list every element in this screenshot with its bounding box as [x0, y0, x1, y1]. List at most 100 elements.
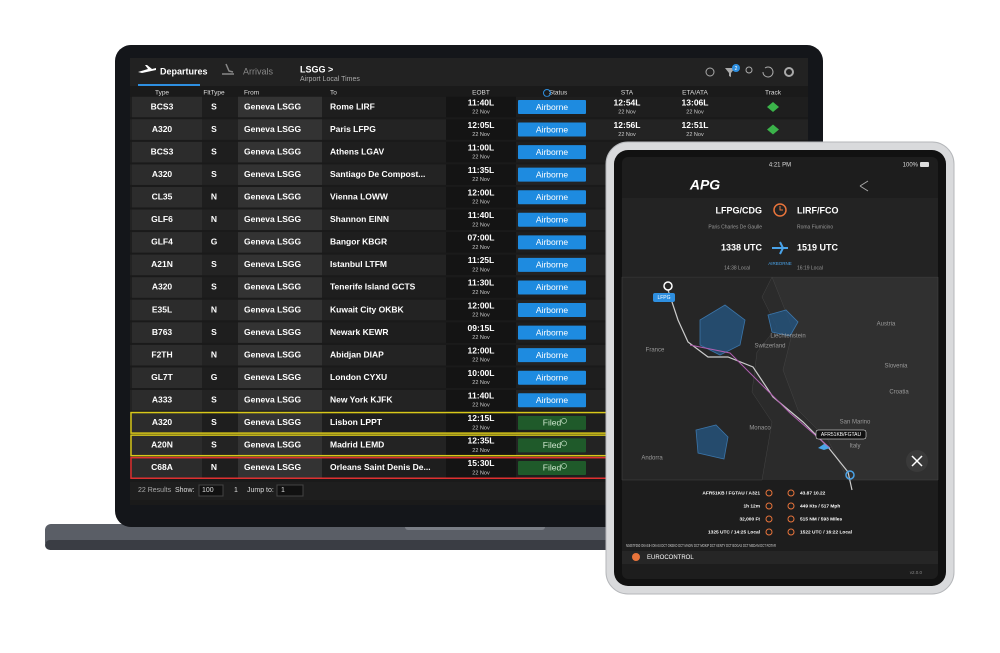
- status: Airborne: [536, 350, 568, 360]
- breadcrumb[interactable]: LSGG >: [300, 64, 333, 74]
- from: Geneva LSGG: [244, 101, 302, 111]
- status-badge[interactable]: [518, 438, 586, 453]
- route-string: N0457F350 OKASIH OKASI DCT OKEKO DCT MAD…: [626, 543, 776, 548]
- show-select[interactable]: [198, 484, 224, 497]
- search-icon[interactable]: [705, 67, 715, 77]
- settings-icon[interactable]: [784, 67, 794, 77]
- map-land-east: [771, 276, 939, 481]
- eobt-cell: [446, 186, 516, 208]
- status-badge[interactable]: [518, 167, 586, 182]
- status-badge[interactable]: [518, 370, 586, 385]
- column-label[interactable]: STA: [621, 90, 634, 97]
- eobt-date: 22 Nov: [472, 267, 490, 273]
- aircraft-type: CL35: [152, 191, 173, 201]
- type-cell: [132, 344, 202, 366]
- status-badge[interactable]: [518, 393, 586, 408]
- type-cell: [132, 254, 202, 276]
- to: Istanbul LTFM: [330, 259, 387, 269]
- active-tab-indicator: [138, 84, 200, 86]
- status-badge[interactable]: [518, 190, 586, 205]
- eobt-date: 22 Nov: [472, 312, 490, 318]
- aircraft-type: BCS3: [151, 101, 174, 111]
- from: Geneva LSGG: [244, 282, 302, 292]
- info-right: 43.87 10.22: [800, 490, 826, 496]
- info-icon: [765, 515, 773, 523]
- from-cell: [238, 254, 322, 276]
- arrival-local: 16:19 Local: [797, 265, 823, 271]
- flight-type: S: [211, 146, 217, 156]
- column-label[interactable]: To: [330, 90, 337, 97]
- logo: APG: [689, 177, 720, 193]
- to: Shannon EINN: [330, 214, 389, 224]
- status-badge[interactable]: [518, 145, 586, 160]
- page-number[interactable]: 1: [234, 487, 238, 494]
- eobt-date: 22 Nov: [472, 177, 490, 183]
- aircraft-type: GLF6: [151, 214, 173, 224]
- type-cell: [132, 164, 202, 185]
- status-badge[interactable]: [518, 348, 586, 363]
- status-badge[interactable]: [518, 415, 586, 430]
- status: Airborne: [536, 192, 568, 202]
- origin-tag: [653, 293, 675, 302]
- info-icon: [765, 528, 773, 536]
- status-badge[interactable]: [518, 122, 586, 137]
- from: Geneva LSGG: [244, 304, 302, 314]
- flight-type: N: [211, 349, 217, 359]
- type-cell: [132, 367, 202, 388]
- tab-departures[interactable]: Departures: [160, 66, 208, 76]
- column-label[interactable]: Status: [549, 90, 568, 97]
- eobt-date: 22 Nov: [472, 245, 490, 251]
- column-label[interactable]: EOBT: [472, 90, 490, 97]
- status-time: 4:21 PM: [769, 163, 791, 169]
- user-icon[interactable]: [745, 66, 753, 74]
- column-label[interactable]: Track: [765, 90, 782, 97]
- flight-tag-text: AFR51KB/FGTAU: [821, 432, 862, 438]
- eta: 12:51L: [682, 120, 709, 130]
- map-label: Italy: [849, 444, 860, 450]
- status-badge[interactable]: [518, 212, 586, 227]
- eobt-cell: [446, 367, 516, 388]
- type-cell: [132, 390, 202, 411]
- flight-type: S: [211, 101, 217, 111]
- tab-arrivals[interactable]: Arrivals: [243, 66, 274, 76]
- column-label[interactable]: ETA/ATA: [682, 90, 708, 97]
- status-badge[interactable]: [518, 257, 586, 272]
- close-icon[interactable]: [911, 455, 923, 467]
- status-badge[interactable]: [518, 100, 586, 114]
- jump-value[interactable]: 1: [281, 487, 285, 494]
- track-icon[interactable]: [767, 124, 779, 135]
- filter-icon[interactable]: [725, 68, 735, 77]
- jump-input[interactable]: [276, 484, 304, 497]
- flight-type: S: [211, 440, 217, 450]
- column-label[interactable]: From: [244, 90, 259, 97]
- flight-panel: [622, 198, 938, 276]
- refresh-icon[interactable]: [762, 66, 774, 78]
- eobt-date: 22 Nov: [472, 132, 490, 138]
- to: Lisbon LPPT: [330, 417, 383, 427]
- share-icon[interactable]: [859, 180, 869, 192]
- status: Filed: [543, 440, 562, 450]
- eta: 13:06L: [682, 97, 709, 107]
- type-cell: [132, 119, 202, 140]
- status-badge[interactable]: [518, 235, 586, 250]
- origin-tag-text: LFPG: [657, 295, 670, 301]
- status: Airborne: [536, 215, 568, 225]
- track-icon[interactable]: [767, 102, 779, 112]
- from: Geneva LSGG: [244, 417, 302, 427]
- status-badge[interactable]: [518, 280, 586, 295]
- from: Geneva LSGG: [244, 372, 302, 382]
- status-badge[interactable]: [518, 303, 586, 318]
- eobt-cell: [446, 299, 516, 321]
- status-badge[interactable]: [518, 325, 586, 340]
- aircraft-type: A320: [152, 124, 173, 134]
- column-label[interactable]: FltType: [203, 90, 225, 97]
- from-cell: [238, 390, 322, 411]
- show-value[interactable]: 100: [202, 487, 214, 494]
- from-cell: [238, 435, 322, 456]
- column-label[interactable]: Type: [155, 90, 169, 97]
- status-badge[interactable]: [518, 460, 586, 475]
- eobt-date: 22 Nov: [472, 470, 490, 476]
- origin-marker: [663, 281, 673, 291]
- eobt: 11:40L: [468, 97, 494, 107]
- from: Geneva LSGG: [244, 395, 302, 405]
